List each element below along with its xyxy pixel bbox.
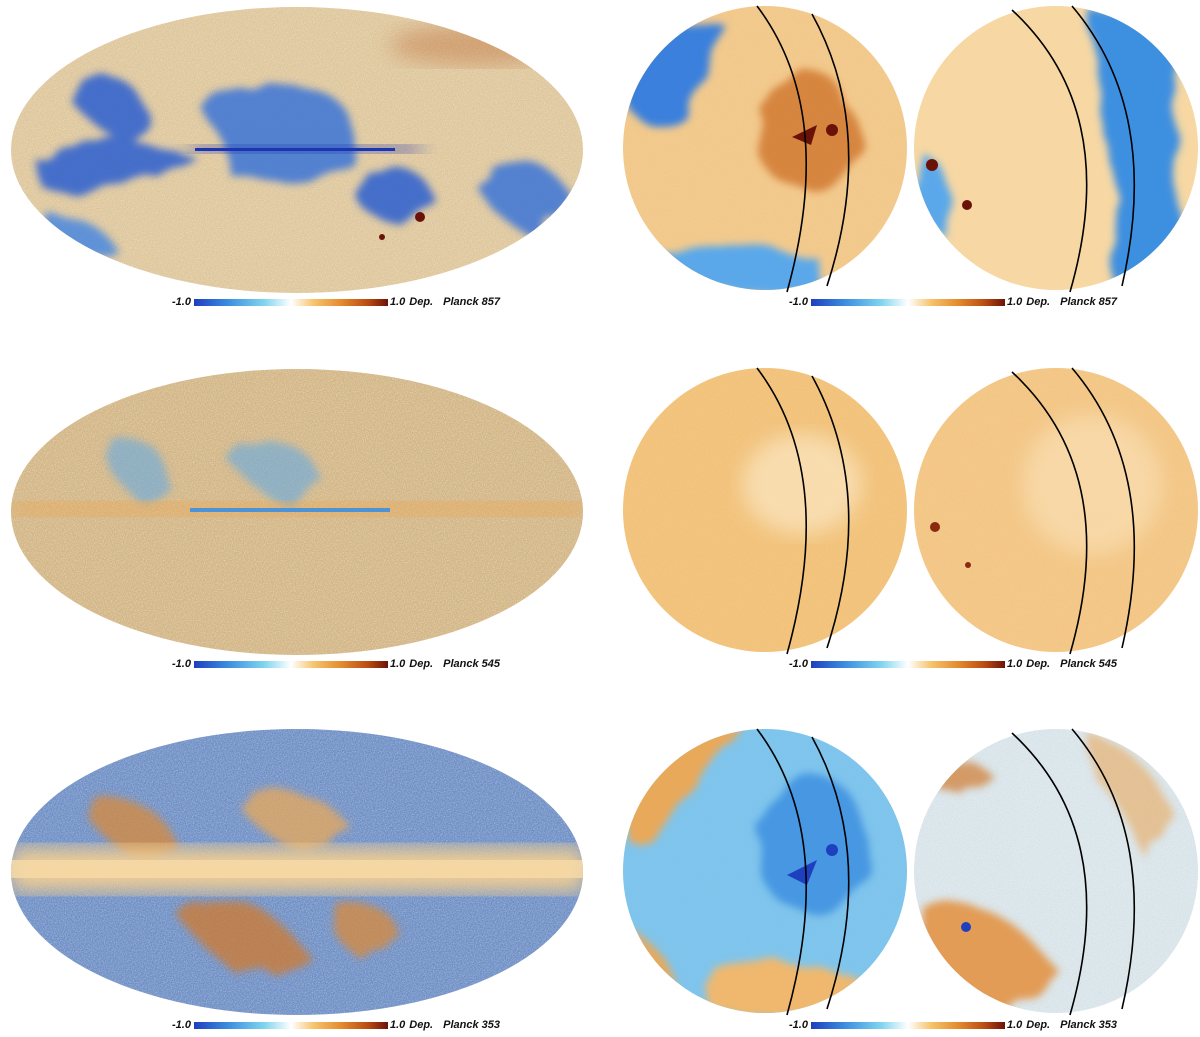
colorbar-map-label: Planck 545	[443, 658, 500, 670]
colorbar-gradient	[193, 298, 388, 306]
colorbar-map-label: Planck 857	[443, 296, 500, 308]
colorbar-dep-label: Dep.	[409, 296, 434, 308]
sphere-pair-545	[622, 364, 1200, 656]
colorbar-gradient	[810, 298, 1005, 306]
colorbar-map-label: Planck 353	[443, 1019, 500, 1031]
colorbar-dep-label: Dep.	[1026, 658, 1051, 670]
colorbar-max-label: 1.0	[389, 658, 406, 670]
colorbar-gradient	[810, 660, 1005, 668]
colorbar-mollweide-545: -1.0 1.0 Dep. Planck 545	[172, 656, 500, 672]
colorbar-spheres-353: -1.0 1.0 Dep. Planck 353	[789, 1017, 1117, 1033]
colorbar-spheres-545: -1.0 1.0 Dep. Planck 545	[789, 656, 1117, 672]
colorbar-map-label: Planck 545	[1060, 658, 1117, 670]
colorbar-mollweide-857: -1.0 1.0 Dep. Planck 857	[172, 294, 500, 310]
colorbar-spheres-857: -1.0 1.0 Dep. Planck 857	[789, 294, 1117, 310]
colorbar-max-label: 1.0	[1006, 1019, 1023, 1031]
colorbar-min-label: -1.0	[172, 658, 191, 670]
colorbar-max-label: 1.0	[1006, 296, 1023, 308]
colorbar-gradient	[810, 1021, 1005, 1029]
colorbar-gradient	[193, 660, 388, 668]
colorbar-max-label: 1.0	[389, 296, 406, 308]
mollweide-map-857	[10, 5, 585, 295]
colorbar-min-label: -1.0	[172, 296, 191, 308]
colorbar-gradient	[193, 1021, 388, 1029]
colorbar-map-label: Planck 857	[1060, 296, 1117, 308]
colorbar-map-label: Planck 353	[1060, 1019, 1117, 1031]
sphere-pair-353	[622, 725, 1200, 1017]
colorbar-min-label: -1.0	[789, 658, 808, 670]
colorbar-dep-label: Dep.	[409, 1019, 434, 1031]
mollweide-map-353	[10, 727, 585, 1017]
colorbar-min-label: -1.0	[789, 1019, 808, 1031]
colorbar-dep-label: Dep.	[1026, 296, 1051, 308]
mollweide-map-545	[10, 367, 585, 657]
colorbar-max-label: 1.0	[389, 1019, 406, 1031]
sphere-pair-857	[622, 2, 1200, 294]
colorbar-min-label: -1.0	[789, 296, 808, 308]
colorbar-min-label: -1.0	[172, 1019, 191, 1031]
colorbar-max-label: 1.0	[1006, 658, 1023, 670]
colorbar-dep-label: Dep.	[1026, 1019, 1051, 1031]
colorbar-dep-label: Dep.	[409, 658, 434, 670]
colorbar-mollweide-353: -1.0 1.0 Dep. Planck 353	[172, 1017, 500, 1033]
